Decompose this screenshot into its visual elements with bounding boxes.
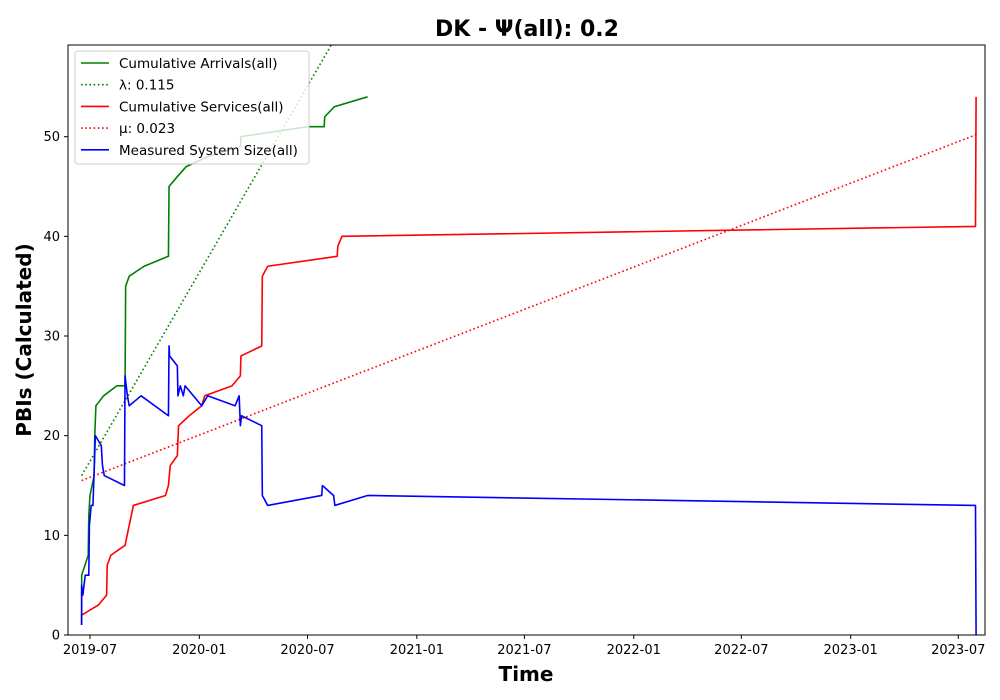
- y-axis-label: PBIs (Calculated): [12, 243, 36, 436]
- y-tick-label: 10: [43, 529, 60, 544]
- series-line-4: [81, 133, 977, 482]
- legend-label-cumulative-arrivals-all: Cumulative Arrivals(all): [119, 56, 278, 72]
- x-axis-label: Time: [499, 662, 554, 686]
- y-tick-label: 40: [43, 230, 60, 245]
- x-tick-label: 2019-07: [63, 643, 117, 658]
- legend: Cumulative Arrivals(all) λ: 0.115 Cumulati…: [74, 50, 310, 165]
- x-tick-label: 2022-01: [607, 643, 661, 658]
- legend-label-cumulative-services-all: Cumulative Services(all): [119, 99, 284, 115]
- x-tick-label: 2021-01: [390, 643, 444, 658]
- plot-frame: [67, 44, 986, 636]
- series-line-2: [80, 45, 332, 476]
- x-tick-label: 2020-01: [172, 643, 226, 658]
- y-tick-label: 0: [52, 629, 60, 644]
- y-tick-label: 50: [43, 130, 60, 145]
- series-line-5: [80, 345, 977, 635]
- y-tick-label: 30: [43, 330, 60, 345]
- series-line-3: [80, 96, 977, 626]
- x-tick-label: 2023-07: [931, 643, 985, 658]
- x-tick-label: 2023-01: [824, 643, 878, 658]
- legend-box: [74, 50, 310, 165]
- x-tick-label: 2020-07: [280, 643, 334, 658]
- legend-label-0-023: μ: 0.023: [119, 121, 175, 137]
- ticks-layer: 2019-07 2020-01 2020-07 2021-01 2021-07 2022-…: [43, 130, 985, 658]
- x-tick-label: 2022-07: [714, 643, 768, 658]
- x-tick-label: 2021-07: [497, 643, 551, 658]
- chart-title: DK - Ψ(all): 0.2: [435, 17, 619, 42]
- legend-label-0-115: λ: 0.115: [119, 78, 174, 94]
- y-tick-label: 20: [43, 429, 60, 444]
- legend-label-measured-system-size-all: Measured System Size(all): [119, 143, 298, 159]
